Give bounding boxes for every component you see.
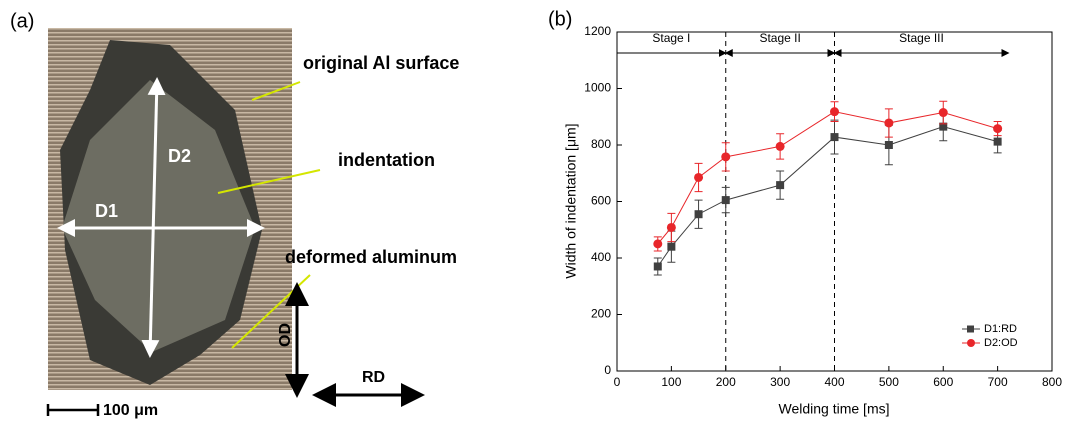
annotation: indentation xyxy=(338,150,435,170)
x-tick-label: 700 xyxy=(988,375,1008,389)
marker xyxy=(721,196,730,205)
marker xyxy=(939,122,948,131)
marker xyxy=(776,181,785,190)
series-line xyxy=(657,111,998,245)
x-tick-label: 800 xyxy=(1042,375,1062,389)
marker xyxy=(884,118,894,128)
annotation: deformed aluminum xyxy=(285,247,457,267)
x-tick-label: 100 xyxy=(661,375,681,389)
x-tick-label: 400 xyxy=(824,375,844,389)
marker xyxy=(653,239,663,249)
legend-marker xyxy=(967,325,974,333)
stage-label: Stage I xyxy=(652,31,690,45)
marker xyxy=(667,242,676,251)
series-line xyxy=(657,126,998,267)
d2-arrow xyxy=(141,77,166,358)
panel-a: (a) D1 D2 original Al surface indentatio… xyxy=(10,10,459,419)
d2-label: D2 xyxy=(168,146,191,166)
panel-label: (b) xyxy=(548,8,572,30)
legend-label: D2:OD xyxy=(984,337,1018,349)
marker xyxy=(993,137,1002,146)
marker xyxy=(830,133,839,142)
marker xyxy=(993,124,1003,134)
y-tick-label: 800 xyxy=(591,137,611,151)
scale-bar xyxy=(46,404,100,416)
stage-label: Stage II xyxy=(759,31,800,45)
y-tick-label: 600 xyxy=(591,194,611,208)
marker xyxy=(938,108,948,118)
y-tick-label: 0 xyxy=(604,363,611,377)
marker xyxy=(666,222,676,232)
marker xyxy=(694,210,703,219)
marker xyxy=(884,141,893,149)
marker xyxy=(653,262,662,271)
annotation: original Al surface xyxy=(303,53,459,73)
x-tick-label: 200 xyxy=(716,375,736,389)
marker xyxy=(830,107,839,117)
y-tick-label: 200 xyxy=(591,307,611,321)
pointer xyxy=(251,81,301,101)
pointer xyxy=(217,169,321,194)
marker xyxy=(694,172,704,182)
stage-label: Stage III xyxy=(899,31,944,45)
panel-label: (a) xyxy=(10,10,34,32)
y-tick-label: 1000 xyxy=(584,81,611,95)
scale-label: 100 μm xyxy=(103,402,158,419)
marker xyxy=(721,152,731,162)
x-axis-label: Welding time [ms] xyxy=(779,401,890,417)
legend-label: D1:RD xyxy=(984,323,1017,335)
marker xyxy=(775,141,785,151)
legend-marker xyxy=(967,339,975,347)
x-tick-label: 300 xyxy=(770,375,790,389)
d1-label: D1 xyxy=(95,201,118,221)
od-label: OD xyxy=(277,323,294,347)
y-axis-label: Width of indentation [μm] xyxy=(563,123,579,278)
chart: (b) Welding time [ms] Width of indentati… xyxy=(548,8,1062,416)
x-tick-label: 600 xyxy=(933,375,953,389)
x-tick-label: 0 xyxy=(614,375,621,389)
rd-label: RD xyxy=(362,369,385,386)
x-tick-label: 500 xyxy=(879,375,899,389)
y-tick-label: 400 xyxy=(591,250,611,264)
y-tick-label: 1200 xyxy=(584,24,611,38)
